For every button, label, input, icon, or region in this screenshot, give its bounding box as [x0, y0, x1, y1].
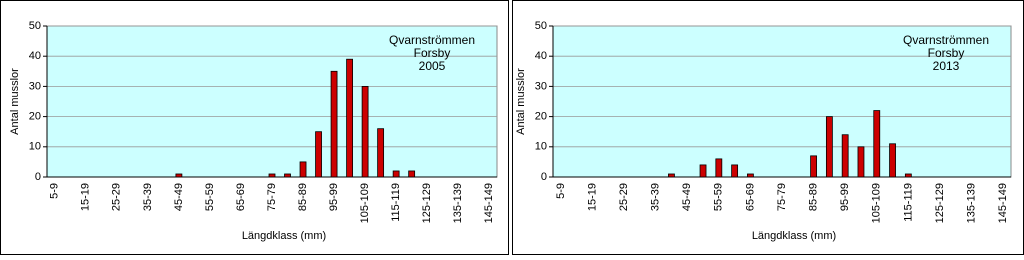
- x-tick-label: 135-139: [452, 183, 464, 223]
- x-tick-label: 15-19: [80, 183, 92, 211]
- y-tick-label: 40: [535, 50, 547, 62]
- bar: [889, 143, 896, 178]
- annotation: 2013: [933, 59, 960, 73]
- x-axis-label: Längdklass (mm): [242, 230, 326, 242]
- x-tick-label: 25-29: [618, 183, 630, 211]
- bar: [284, 173, 291, 178]
- annotation: Qvarnströmmen: [903, 33, 989, 47]
- x-tick-label: 85-89: [297, 183, 309, 211]
- x-tick-label: 145-149: [483, 183, 495, 223]
- bar: [268, 173, 276, 178]
- x-tick-label: 65-69: [744, 183, 756, 211]
- x-tick-label: 15-19: [586, 183, 598, 211]
- annotation: Qvarnströmmen: [389, 33, 475, 47]
- x-tick-label: 125-129: [421, 183, 433, 223]
- x-tick-label: 25-29: [111, 183, 123, 211]
- bar: [299, 161, 307, 178]
- bar: [377, 128, 385, 178]
- x-tick-label: 45-49: [681, 183, 693, 211]
- x-tick-label: 115-119: [902, 183, 914, 222]
- x-tick-label: 35-39: [142, 183, 154, 211]
- bar: [408, 170, 416, 178]
- y-tick-label: 0: [35, 171, 41, 183]
- x-tick-label: 115-119: [390, 183, 402, 222]
- bar: [904, 173, 912, 178]
- y-tick-label: 20: [29, 111, 41, 123]
- plot-area: [552, 25, 1012, 178]
- bar: [175, 173, 183, 178]
- bar: [392, 170, 400, 178]
- x-tick-label: 65-69: [235, 183, 247, 211]
- annotation: Forsby: [928, 46, 965, 60]
- bar: [668, 173, 675, 178]
- bar: [315, 131, 322, 178]
- y-tick-label: 10: [535, 141, 547, 153]
- y-tick-label: 50: [535, 20, 547, 32]
- annotation: 2005: [419, 59, 446, 73]
- bar: [873, 110, 881, 178]
- x-tick-label: 105-109: [359, 183, 371, 223]
- x-tick-label: 125-129: [934, 183, 946, 223]
- bar: [699, 164, 707, 178]
- bar: [747, 173, 754, 178]
- y-tick-label: 10: [29, 141, 41, 153]
- annotation: Forsby: [414, 46, 451, 60]
- bar: [330, 70, 338, 178]
- x-tick-label: 75-79: [776, 183, 788, 211]
- x-tick-label: 95-99: [839, 183, 851, 211]
- x-tick-label: 145-149: [997, 183, 1009, 223]
- y-axis-label: Antal musslor: [9, 68, 21, 135]
- x-tick-label: 105-109: [871, 183, 883, 223]
- y-tick-label: 50: [29, 20, 41, 32]
- y-tick-label: 30: [535, 80, 547, 92]
- x-tick-label: 75-79: [266, 183, 278, 211]
- y-axis-label: Antal musslor: [515, 68, 527, 135]
- bar: [825, 116, 833, 178]
- x-tick-label: 35-39: [650, 183, 662, 211]
- bar: [361, 86, 369, 178]
- x-tick-label: 95-99: [328, 183, 340, 211]
- bar: [810, 155, 817, 178]
- bar: [346, 58, 353, 178]
- y-tick-label: 40: [29, 50, 41, 62]
- y-tick-label: 30: [29, 80, 41, 92]
- x-tick-label: 135-139: [965, 183, 977, 223]
- x-tick-label: 85-89: [807, 183, 819, 211]
- x-tick-label: 55-59: [713, 183, 725, 211]
- y-tick-label: 0: [541, 171, 547, 183]
- x-tick-label: 55-59: [204, 183, 216, 211]
- bar: [731, 164, 739, 178]
- x-tick-label: 45-49: [173, 183, 185, 211]
- y-tick-label: 20: [535, 111, 547, 123]
- x-tick-label: 5-9: [555, 183, 567, 199]
- bar: [857, 146, 865, 178]
- bar: [841, 134, 849, 178]
- x-tick-label: 5-9: [49, 183, 61, 199]
- x-axis-label: Längdklass (mm): [752, 230, 836, 242]
- bar: [715, 158, 723, 178]
